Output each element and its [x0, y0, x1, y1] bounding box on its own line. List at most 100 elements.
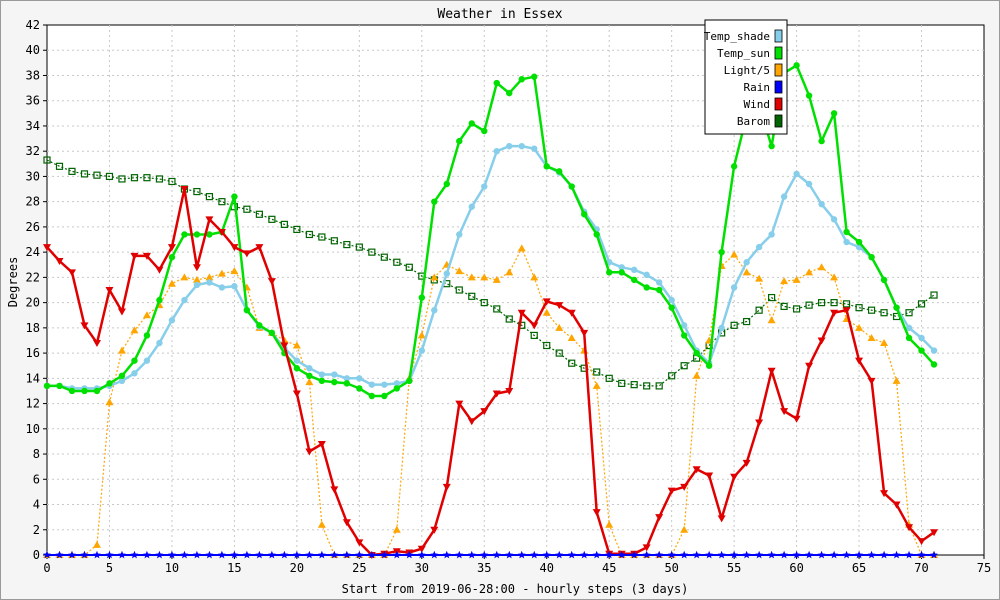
data-point [817, 550, 826, 559]
data-point [817, 337, 826, 345]
data-point [780, 302, 788, 311]
data-point [105, 398, 114, 406]
data-point [768, 231, 775, 238]
data-point [855, 304, 863, 312]
y-tick-label: 2 [33, 523, 40, 537]
data-point [905, 334, 913, 342]
series-layer [43, 62, 939, 559]
data-point [543, 341, 551, 350]
legend-item: Barom [737, 114, 783, 128]
y-tick-label: 38 [26, 68, 40, 82]
data-point [767, 316, 776, 324]
data-point [467, 550, 476, 559]
x-tick-label: 30 [415, 561, 429, 575]
data-point [481, 183, 488, 190]
data-point [855, 357, 864, 365]
data-point [456, 231, 463, 238]
data-point [205, 193, 214, 201]
data-point [430, 550, 439, 559]
x-tick-label: 50 [664, 561, 678, 575]
data-point [331, 371, 338, 378]
data-point [155, 266, 164, 274]
data-point [642, 544, 651, 552]
data-point [918, 334, 925, 342]
data-point [167, 550, 176, 559]
data-point [917, 300, 926, 308]
data-point [168, 317, 176, 324]
data-point [93, 387, 101, 395]
data-point [543, 163, 550, 170]
data-point [880, 550, 888, 559]
data-point [381, 392, 388, 400]
data-point [306, 372, 313, 380]
data-point [105, 287, 114, 294]
x-tick-label: 65 [852, 561, 866, 575]
data-point [242, 250, 251, 258]
data-point [568, 359, 576, 367]
data-point [468, 292, 476, 300]
data-point [843, 228, 850, 236]
data-point [205, 273, 214, 281]
data-point [730, 250, 739, 258]
data-point [930, 529, 939, 537]
data-point [342, 550, 351, 559]
data-point [930, 291, 938, 299]
data-point [106, 380, 113, 387]
data-point [393, 385, 401, 392]
data-point [817, 263, 826, 271]
data-point [867, 306, 876, 314]
data-point [392, 525, 401, 533]
data-point [742, 550, 751, 559]
data-point [68, 387, 76, 395]
data-point [143, 332, 151, 339]
data-point [231, 193, 238, 200]
data-point [318, 233, 326, 241]
data-point [455, 267, 464, 275]
y-tick-label: 22 [26, 270, 40, 284]
data-point [305, 448, 314, 456]
data-point [318, 377, 326, 385]
data-point [730, 284, 738, 291]
data-point [443, 180, 450, 188]
axes: 0 5 10 15 20 25 30 35 40 45 50 55 60 65 70 750246810121… [26, 18, 992, 575]
data-point [331, 378, 338, 386]
data-point [618, 269, 625, 276]
data-point [92, 340, 101, 347]
data-point [356, 385, 363, 392]
data-point [305, 378, 314, 386]
data-point [480, 273, 489, 281]
data-point [380, 253, 388, 261]
data-point [592, 550, 601, 559]
x-axis-label: Start from 2019-06-28:00 - hourly steps … [342, 582, 689, 596]
y-tick-label: 16 [26, 346, 40, 360]
legend-swatch [774, 29, 783, 43]
data-point [355, 539, 364, 547]
data-point [717, 515, 726, 523]
data-point [230, 244, 239, 252]
data-point [80, 322, 89, 330]
data-point [343, 240, 351, 249]
data-point [330, 237, 338, 245]
x-tick-label: 10 [165, 561, 179, 575]
data-point [55, 257, 64, 265]
data-point [43, 550, 51, 559]
data-point [805, 301, 813, 309]
data-point [581, 211, 588, 218]
data-point [455, 400, 464, 408]
data-point [705, 362, 713, 369]
data-point [305, 550, 314, 559]
data-point [768, 293, 776, 302]
data-point [143, 357, 151, 364]
data-point [717, 550, 726, 559]
data-point [93, 171, 101, 179]
data-point [905, 550, 913, 559]
data-point [830, 309, 839, 317]
legend-item: Temp_sun [717, 46, 783, 60]
data-point [630, 266, 638, 274]
data-point [580, 329, 589, 337]
data-point [692, 550, 701, 559]
data-point [655, 279, 663, 286]
data-point [43, 156, 51, 164]
data-point [930, 347, 938, 354]
